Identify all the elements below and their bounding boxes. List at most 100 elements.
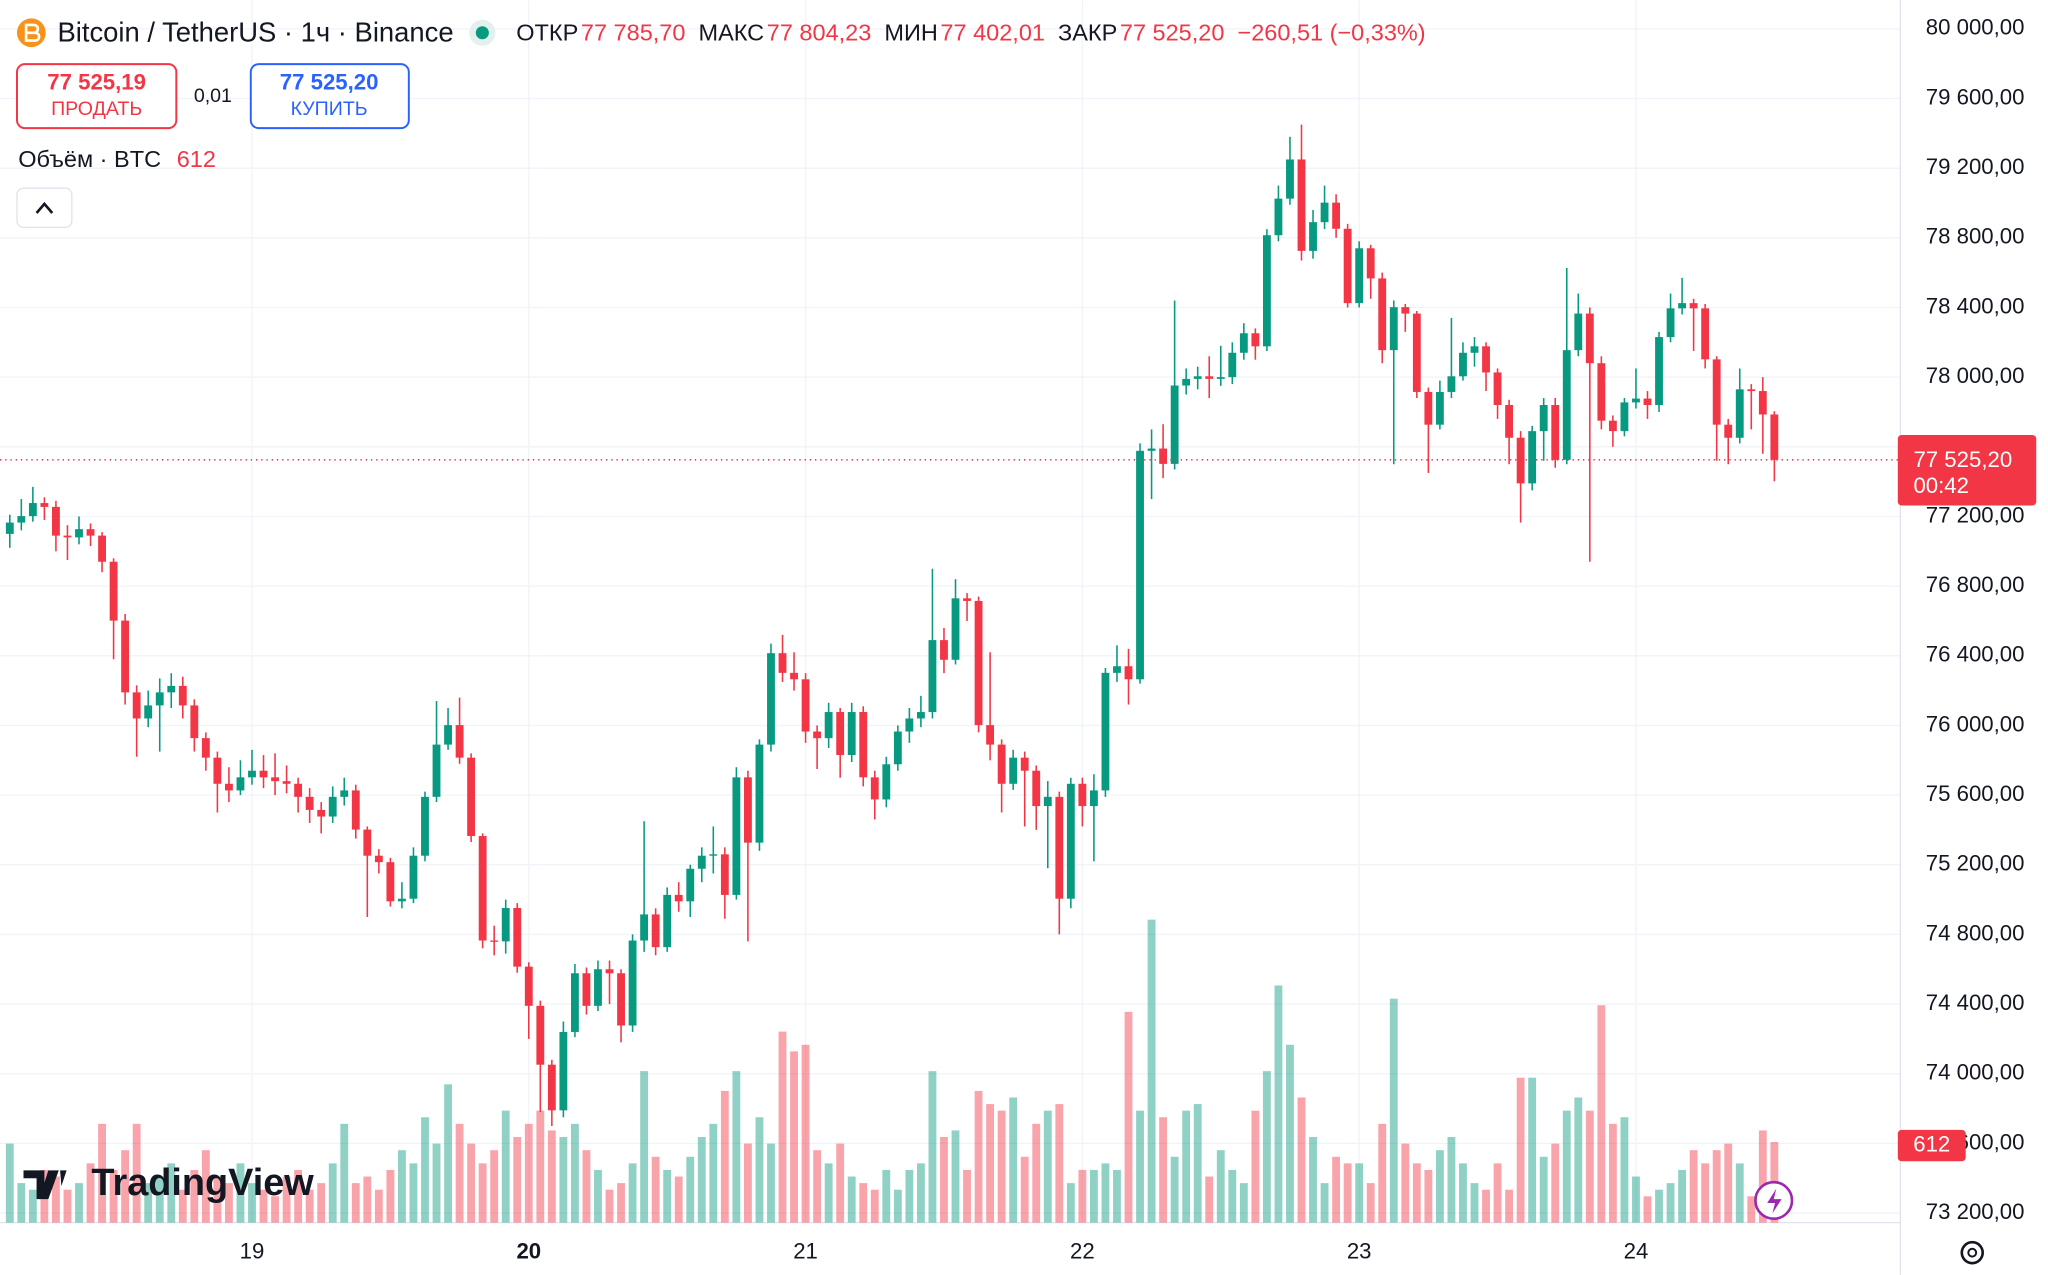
volume-bar — [1043, 1110, 1052, 1223]
candle-body — [1562, 350, 1571, 460]
volume-bar — [1355, 1163, 1364, 1223]
volume-bar — [1551, 1143, 1560, 1223]
candle-body — [98, 535, 106, 562]
volume-bar — [743, 1143, 752, 1223]
candle-body — [317, 809, 326, 817]
candle-body — [1689, 303, 1698, 309]
settings-icon — [1967, 1247, 1978, 1258]
volume-bar — [444, 1084, 452, 1223]
volume-bar — [1286, 1044, 1294, 1223]
volume-bar — [190, 1169, 199, 1223]
candle-body — [847, 712, 856, 756]
y-tick-label: 78 400,00 — [1926, 293, 2025, 318]
candle-body — [1447, 376, 1456, 392]
volume-bar — [305, 1189, 314, 1223]
candle-body — [132, 692, 141, 719]
candle-body — [225, 783, 233, 791]
volume-pane — [5, 919, 1779, 1223]
candle-body — [1528, 431, 1537, 484]
volume-bar — [709, 1123, 718, 1223]
volume-bar — [1689, 1150, 1698, 1223]
candle-body — [374, 855, 383, 863]
candle-body — [732, 777, 741, 895]
candle-body — [1205, 376, 1214, 379]
legend-value: 77 804,23 — [767, 19, 872, 45]
candle-body — [1286, 159, 1294, 199]
legend-value: 77 785,70 — [581, 19, 686, 45]
volume-bar — [1320, 1183, 1329, 1223]
volume-bar — [1055, 1104, 1064, 1223]
candle-body — [1009, 757, 1018, 784]
volume-bar — [1274, 985, 1283, 1223]
candle-body — [674, 894, 683, 902]
volume-bar — [1574, 1097, 1583, 1223]
candle-body — [1193, 376, 1202, 379]
candle-body — [397, 898, 406, 902]
candle-body — [1608, 420, 1617, 432]
volume-bar — [1193, 1104, 1202, 1223]
candle-body — [1539, 405, 1548, 432]
sell-label: ПРОДАТЬ — [51, 98, 142, 120]
volume-bar — [351, 1183, 360, 1223]
volume-bar — [282, 1176, 291, 1223]
logo-text[interactable]: TradingView — [91, 1162, 314, 1204]
buy-button[interactable] — [249, 63, 410, 130]
y-tick-label: 74 400,00 — [1926, 990, 2025, 1015]
candle-body — [455, 725, 464, 758]
volume-bar — [1459, 1163, 1467, 1223]
sell-button[interactable] — [16, 63, 178, 130]
candle-body — [386, 862, 395, 902]
candle-body — [1424, 391, 1433, 425]
candle-body — [52, 506, 60, 536]
candle-body — [651, 914, 660, 948]
candle-body — [1482, 346, 1490, 373]
volume-legend-label[interactable]: Объём · BTC — [18, 146, 161, 172]
volume-bar — [455, 1123, 464, 1223]
volume-bar — [328, 1163, 337, 1223]
volume-bar — [594, 1169, 602, 1223]
candle-body — [1678, 303, 1687, 309]
candle-body — [1332, 202, 1341, 229]
candle-body — [1551, 405, 1560, 460]
y-tick-label: 79 200,00 — [1926, 154, 2025, 179]
candle-body — [1182, 378, 1191, 386]
candle-body — [17, 516, 26, 523]
volume-bar — [870, 1189, 879, 1223]
candle-body — [75, 529, 83, 538]
candle-body — [951, 598, 960, 660]
candle-body — [1239, 333, 1248, 353]
volume-bar — [1597, 1005, 1606, 1223]
candle-body — [790, 672, 798, 680]
candle-body — [190, 705, 199, 739]
volume-bar — [52, 1176, 60, 1223]
candle-body — [570, 973, 579, 1032]
candle-body — [1343, 228, 1352, 304]
candle-body — [63, 535, 72, 538]
candle-body — [86, 529, 95, 536]
candle-body — [478, 836, 487, 941]
candle-body — [178, 685, 187, 706]
volume-bar — [259, 1189, 268, 1223]
settings-button[interactable] — [1960, 1240, 1984, 1265]
volume-bar — [963, 1169, 971, 1223]
collapse-button[interactable] — [16, 187, 73, 229]
candle-body — [594, 969, 602, 1006]
candle-body — [490, 940, 499, 942]
volume-bar — [1539, 1156, 1548, 1223]
symbol-title[interactable]: Bitcoin / TetherUS · 1ч · Binance — [57, 16, 453, 47]
candle-body — [1666, 308, 1675, 338]
volume-bar — [363, 1176, 372, 1223]
volume-bar — [1078, 1169, 1087, 1223]
volume-bar — [1297, 1097, 1306, 1223]
y-tick-label: 78 000,00 — [1926, 363, 2025, 388]
candle-body — [916, 712, 925, 719]
volume-bar — [1632, 1176, 1640, 1223]
candle-body — [893, 731, 902, 765]
legend-change: −260,51 (−0,33%) — [1237, 19, 1425, 45]
price-tag-value: 77 525,20 — [1913, 447, 2012, 472]
volume-bar — [582, 1150, 591, 1223]
volume-bar — [559, 1137, 568, 1223]
candle-body — [582, 973, 591, 1006]
